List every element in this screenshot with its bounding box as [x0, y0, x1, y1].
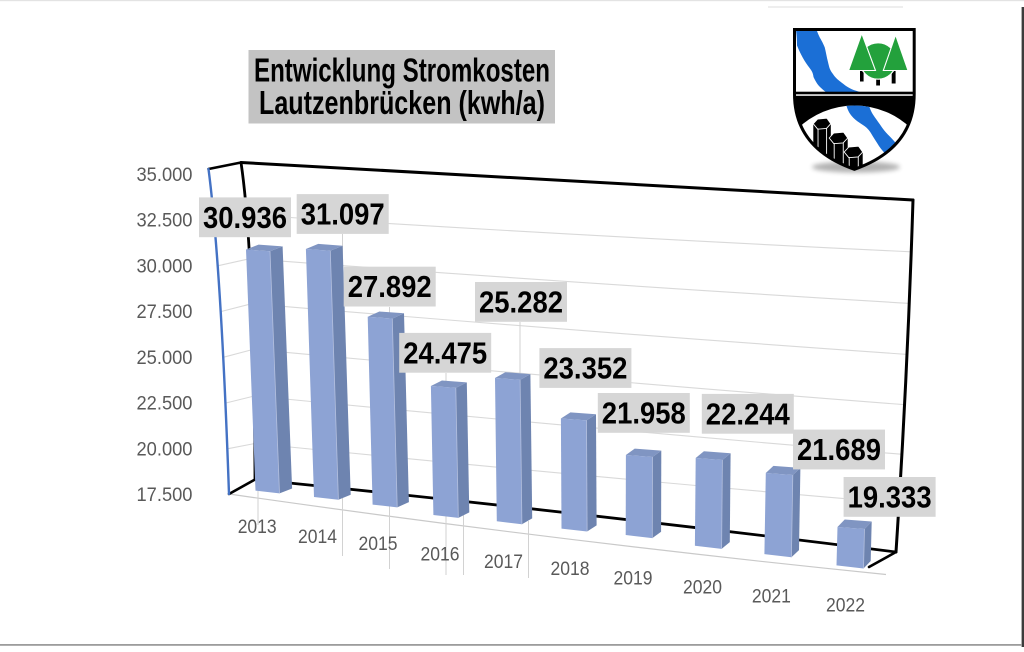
svg-text:21.689: 21.689: [797, 433, 881, 467]
svg-text:20.000: 20.000: [137, 438, 193, 460]
svg-text:2020: 2020: [683, 578, 722, 599]
svg-text:24.475: 24.475: [403, 336, 487, 370]
svg-text:21.958: 21.958: [602, 397, 686, 431]
svg-text:2019: 2019: [614, 569, 653, 590]
svg-text:30.936: 30.936: [203, 201, 287, 235]
svg-text:2013: 2013: [238, 517, 277, 538]
svg-text:2015: 2015: [359, 534, 398, 555]
svg-text:30.000: 30.000: [137, 255, 193, 277]
svg-text:2021: 2021: [752, 587, 791, 608]
svg-text:Entwicklung Stromkosten: Entwicklung Stromkosten: [254, 53, 550, 90]
svg-text:Lautzenbrücken (kwh/a): Lautzenbrücken (kwh/a): [259, 85, 545, 122]
svg-text:19.333: 19.333: [848, 481, 932, 515]
svg-text:22.500: 22.500: [137, 393, 193, 415]
svg-text:27.892: 27.892: [348, 270, 432, 304]
svg-text:25.000: 25.000: [137, 347, 193, 369]
svg-text:22.244: 22.244: [706, 397, 790, 431]
svg-text:2017: 2017: [484, 552, 523, 573]
svg-text:23.352: 23.352: [543, 352, 627, 386]
svg-text:25.282: 25.282: [479, 286, 563, 320]
svg-text:2022: 2022: [826, 596, 865, 617]
svg-text:2018: 2018: [551, 559, 590, 580]
svg-text:17.500: 17.500: [137, 484, 193, 506]
svg-text:32.500: 32.500: [137, 210, 193, 232]
svg-text:2014: 2014: [298, 527, 337, 548]
svg-text:2016: 2016: [421, 545, 460, 566]
svg-text:31.097: 31.097: [301, 198, 385, 232]
svg-text:35.000: 35.000: [137, 164, 193, 186]
svg-text:27.500: 27.500: [137, 301, 193, 323]
